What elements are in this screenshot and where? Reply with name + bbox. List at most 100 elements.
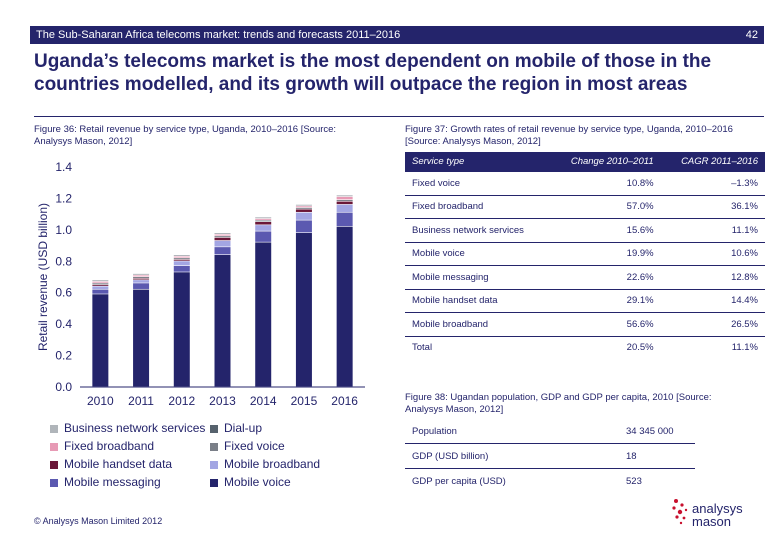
- bar-segment-fixed-voice: [92, 283, 109, 285]
- bar-segment-mobile-voice: [255, 242, 272, 387]
- table-cell: GDP per capita (USD): [412, 475, 506, 487]
- bar-segment-mobile-handset-data: [255, 222, 272, 225]
- table-cell: 26.5%: [660, 312, 765, 337]
- legend-label: Mobile messaging: [64, 475, 161, 489]
- figure37-caption: Figure 37: Growth rates of retail revenu…: [405, 124, 733, 147]
- bar-segment-fixed-voice: [336, 200, 353, 201]
- header-bar: The Sub-Saharan Africa telecoms market: …: [30, 26, 764, 44]
- bar-segment-fixed-voice: [173, 258, 190, 260]
- bar-segment-mobile-voice: [133, 289, 150, 387]
- legend-label: Business network services: [64, 421, 206, 435]
- y-tick-label: 0.4: [55, 317, 72, 331]
- table-row: Total 20.5% 11.1%: [405, 336, 765, 359]
- table-row: GDP per capita (USD) 523: [405, 469, 695, 494]
- table-row: Mobile voice 19.9% 10.6%: [405, 242, 765, 266]
- bar-segment-mobile-handset-data: [92, 284, 109, 286]
- bar-segment-fixed-voice: [255, 220, 272, 222]
- legend-item: Business network services: [50, 421, 205, 435]
- x-tick-label: 2011: [128, 394, 154, 408]
- bar-segment-mobile-broadband: [214, 240, 231, 247]
- bar-segment-fixed-broadband: [173, 256, 190, 258]
- bar-segment-mobile-broadband: [255, 225, 272, 231]
- bar-segment-fixed-voice: [295, 207, 312, 209]
- report-title: The Sub-Saharan Africa telecoms market: …: [36, 29, 401, 41]
- bar-segment-mobile-voice: [295, 233, 312, 387]
- legend-label: Mobile handset data: [64, 457, 173, 471]
- bar-segment-business-network-services: [173, 255, 190, 256]
- table-cell: GDP (USD billion): [405, 443, 619, 469]
- table-cell: Total: [412, 342, 433, 354]
- y-tick-label: 1.4: [55, 160, 72, 174]
- table-cell: 10.6%: [660, 242, 765, 266]
- bar-segment-fixed-voice: [214, 236, 231, 238]
- table-cell: 29.1%: [549, 289, 661, 313]
- table-cell: Business network services: [405, 218, 550, 243]
- logo-text-line2: mason: [692, 514, 731, 529]
- table-cell: 20.5%: [626, 342, 654, 354]
- bar-segment-mobile-voice: [214, 255, 231, 387]
- headline-rule: [34, 116, 764, 117]
- bar-segment-mobile-handset-data: [214, 237, 231, 241]
- y-axis-label: Retail revenue (USD billion): [36, 203, 50, 351]
- legend-swatch: [210, 442, 218, 451]
- bar-segment-mobile-messaging: [173, 266, 190, 272]
- logo-text-line1: analysys: [692, 501, 743, 516]
- legend-swatch: [50, 460, 58, 469]
- bar-segment-fixed-voice: [133, 277, 150, 278]
- bar-segment-mobile-messaging: [295, 220, 312, 233]
- logo-dots-icon: [672, 499, 688, 525]
- legend-item: Dial-up: [210, 421, 262, 435]
- bar-segment-mobile-broadband: [92, 286, 109, 289]
- bar-segment-mobile-messaging: [336, 212, 353, 227]
- x-tick-label: 2014: [250, 394, 277, 408]
- analysys-mason-logo: analysys mason: [672, 499, 743, 529]
- bar-segment-business-network-services: [133, 273, 150, 275]
- table-cell: 11.1%: [660, 218, 765, 243]
- table-row: Population 34 345 000: [405, 419, 695, 444]
- slide-headline: Uganda’s telecoms market is the most dep…: [34, 51, 712, 95]
- y-tick-label: 0.0: [55, 380, 72, 394]
- bar-segment-mobile-messaging: [214, 247, 231, 255]
- table-cell: 14.4%: [660, 289, 765, 313]
- table-cell: 36.1%: [660, 195, 765, 219]
- bar-segment-mobile-handset-data: [336, 201, 353, 205]
- table-cell: Mobile messaging: [405, 265, 550, 290]
- table-cell: 15.6%: [549, 218, 661, 243]
- table-cell: 19.9%: [549, 242, 661, 266]
- bar-segment-fixed-broadband: [295, 206, 312, 208]
- table-header-row: Service type Change 2010–2011 CAGR 2011–20…: [405, 152, 765, 172]
- growth-rates-table: Service type Change 2010–2011 CAGR 2011–20…: [405, 152, 765, 359]
- bar-segment-business-network-services: [214, 233, 231, 234]
- bar-segment-mobile-messaging: [133, 283, 150, 289]
- bar-segment-business-network-services: [336, 195, 353, 197]
- table-row: Fixed voice 10.8% –1.3%: [405, 172, 765, 196]
- table-cell: 523: [626, 475, 642, 487]
- legend-swatch: [210, 478, 218, 487]
- bar-segment-mobile-voice: [92, 294, 109, 387]
- table-cell: 56.6%: [549, 312, 661, 337]
- table-cell: 11.1%: [731, 342, 758, 354]
- table-cell: 57.0%: [549, 195, 661, 219]
- page-number: 42: [745, 29, 758, 41]
- legend-item: Mobile voice: [210, 475, 291, 489]
- legend-item: Mobile handset data: [50, 457, 172, 471]
- figure36-caption: Figure 36: Retail revenue by service typ…: [34, 124, 337, 147]
- bar-segment-mobile-broadband: [133, 280, 150, 283]
- bar-segment-mobile-broadband: [173, 261, 190, 266]
- bar-segment-fixed-broadband: [214, 234, 231, 236]
- legend-item: Mobile messaging: [50, 475, 161, 489]
- legend-label: Mobile broadband: [224, 457, 321, 471]
- column-header: CAGR 2011–2016: [660, 152, 765, 172]
- table-cell: Mobile voice: [405, 242, 550, 266]
- bar-segment-mobile-handset-data: [133, 278, 150, 280]
- y-tick-label: 0.6: [55, 286, 72, 300]
- bar-segment-mobile-handset-data: [173, 259, 190, 261]
- bar-segment-mobile-voice: [173, 272, 190, 387]
- bar-segment-fixed-broadband: [255, 218, 272, 220]
- legend-label: Fixed broadband: [64, 439, 155, 453]
- table-cell: –1.3%: [660, 172, 765, 196]
- table-cell: Mobile broadband: [405, 312, 550, 337]
- bar-segment-mobile-messaging: [255, 231, 272, 242]
- legend-swatch: [50, 442, 58, 451]
- table-cell: 10.8%: [549, 172, 661, 196]
